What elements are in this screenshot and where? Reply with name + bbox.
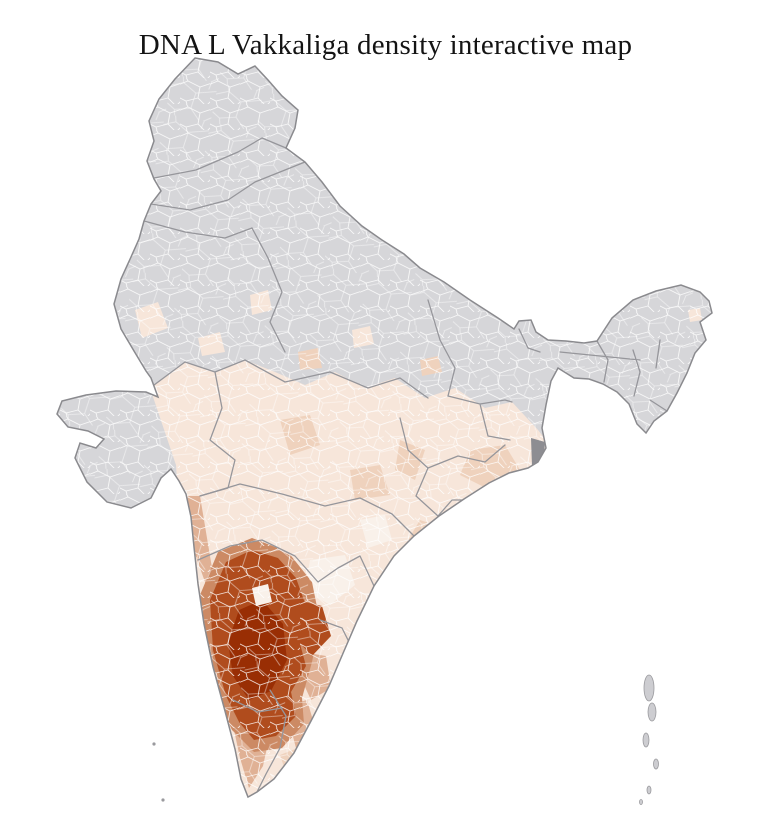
map-body[interactable] [40, 50, 730, 814]
page-title: DNA L Vakkaliga density interactive map [138, 29, 633, 62]
andaman-islands[interactable] [639, 674, 659, 805]
lakshadweep-islands[interactable] [152, 742, 165, 802]
state-borders [143, 137, 668, 793]
district-borders-overlay-2 [57, 58, 712, 797]
